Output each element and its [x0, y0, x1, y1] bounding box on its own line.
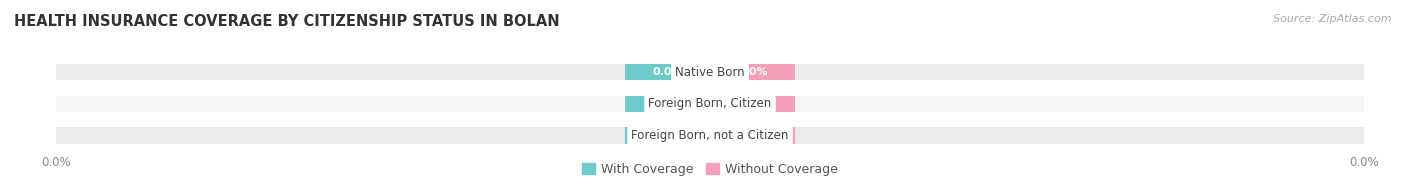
Bar [626, 96, 710, 112]
Text: Foreign Born, not a Citizen: Foreign Born, not a Citizen [631, 129, 789, 142]
Bar [710, 96, 794, 112]
Text: 0.0%: 0.0% [737, 67, 768, 77]
Text: HEALTH INSURANCE COVERAGE BY CITIZENSHIP STATUS IN BOLAN: HEALTH INSURANCE COVERAGE BY CITIZENSHIP… [14, 14, 560, 29]
Bar [56, 64, 1364, 81]
Text: Foreign Born, Citizen: Foreign Born, Citizen [648, 97, 772, 110]
Text: 0.0%: 0.0% [652, 99, 683, 109]
Text: 0.0%: 0.0% [737, 131, 768, 141]
Text: 0.0%: 0.0% [737, 99, 768, 109]
Text: 0.0%: 0.0% [652, 131, 683, 141]
Bar [56, 96, 1364, 112]
Legend: With Coverage, Without Coverage: With Coverage, Without Coverage [578, 158, 842, 181]
Bar [56, 127, 1364, 144]
Text: Native Born: Native Born [675, 66, 745, 79]
Bar [710, 64, 794, 81]
Bar [626, 64, 710, 81]
Bar [626, 127, 710, 144]
Text: 0.0%: 0.0% [652, 67, 683, 77]
Text: Source: ZipAtlas.com: Source: ZipAtlas.com [1274, 14, 1392, 24]
Bar [710, 127, 794, 144]
